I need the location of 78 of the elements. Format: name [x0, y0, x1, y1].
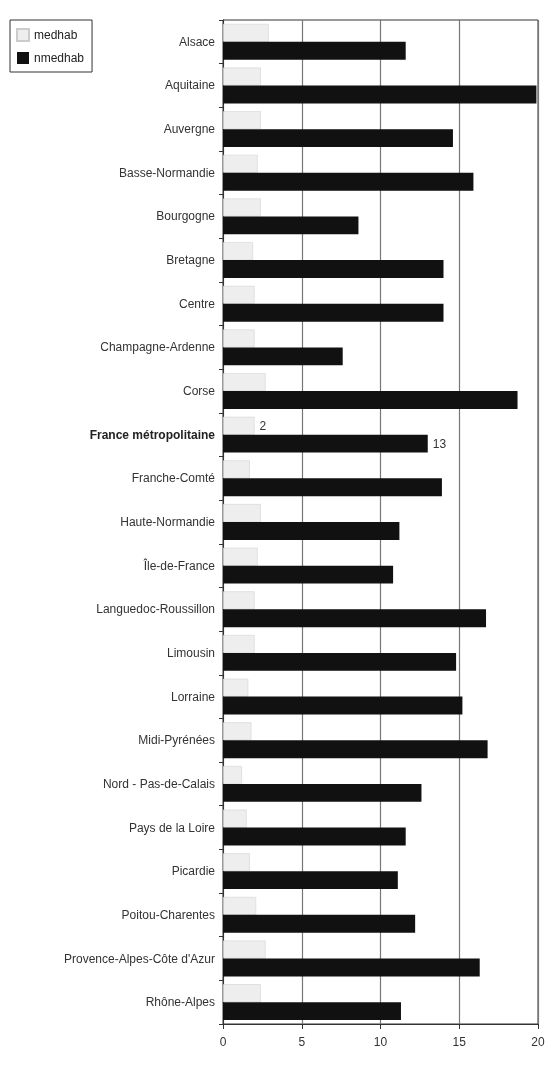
- x-tick-label: 15: [452, 1035, 467, 1049]
- legend-label: nmedhab: [34, 51, 85, 65]
- y-tick-label: Basse-Normandie: [118, 165, 216, 180]
- legend-label: medhab: [34, 28, 78, 42]
- bar: [223, 416, 255, 435]
- bar: [223, 522, 400, 540]
- bar: [223, 896, 257, 915]
- bar: [223, 303, 444, 322]
- bar: [223, 565, 394, 584]
- bar: [223, 434, 428, 453]
- y-tick-label: Bourgogne: [156, 209, 216, 224]
- bar: [223, 591, 255, 610]
- y-tick-label: Centre: [178, 296, 216, 311]
- bar: [223, 111, 261, 130]
- bar: [223, 652, 457, 671]
- x-tick-label: 10: [373, 1035, 388, 1049]
- y-tick-label: Aquitaine: [164, 78, 216, 93]
- bar: [223, 609, 487, 628]
- y-tick-label: Pays de la Loire: [128, 820, 216, 835]
- bar: [223, 285, 255, 304]
- bar: [223, 809, 247, 828]
- bar: [223, 871, 398, 890]
- y-tick-label: Alsace: [178, 34, 216, 49]
- bar: [223, 154, 258, 173]
- bar: [223, 460, 250, 479]
- bar: [223, 347, 343, 366]
- bar: [223, 129, 453, 148]
- y-tick-label: Limousin: [166, 645, 215, 660]
- bar: [223, 85, 537, 104]
- bar: [223, 783, 422, 802]
- y-tick-label: Corse: [182, 384, 216, 399]
- y-tick-label: Lorraine: [170, 689, 216, 704]
- bar: [223, 23, 269, 42]
- bar: [223, 984, 261, 1003]
- y-tick-label: Haute-Normandie: [120, 515, 216, 529]
- x-tick-label: 20: [531, 1035, 545, 1049]
- bar: [223, 478, 442, 497]
- data-label: 2: [259, 418, 267, 433]
- bar: [223, 260, 444, 278]
- bar: [223, 696, 463, 715]
- bar: [223, 678, 249, 697]
- bar: [223, 198, 261, 217]
- bar: [223, 547, 258, 566]
- bar: [223, 635, 255, 653]
- bar: [223, 914, 416, 933]
- y-tick-label: Provence-Alpes-Côte d'Azur: [63, 951, 215, 966]
- bar: [223, 391, 518, 409]
- bar: [223, 329, 255, 348]
- bar: [223, 216, 359, 235]
- y-tick-label: Bretagne: [166, 253, 216, 268]
- bar: [223, 722, 252, 741]
- y-tick-label: Picardie: [171, 864, 216, 879]
- bar: [223, 1002, 401, 1021]
- bar: [223, 67, 261, 86]
- bar: [223, 827, 406, 846]
- bar: [223, 740, 488, 759]
- y-tick-label: Auvergne: [163, 122, 216, 137]
- x-tick-label: 0: [219, 1035, 227, 1049]
- y-tick-label: Champagne-Ardenne: [100, 340, 216, 355]
- bar: [223, 41, 406, 60]
- bar: [223, 766, 242, 784]
- bar: [223, 242, 253, 261]
- data-label: 13: [432, 436, 447, 451]
- y-tick-label: Poitou-Charentes: [121, 907, 215, 922]
- bar: [223, 504, 261, 522]
- y-tick-label: Rhône-Alpes: [145, 995, 215, 1010]
- bar: [223, 853, 250, 872]
- y-tick-label: Nord - Pas-de-Calais: [102, 776, 215, 791]
- bar: [223, 373, 266, 392]
- y-tick-label: France métropolitaine: [89, 427, 216, 442]
- x-tick-label: 5: [298, 1035, 306, 1049]
- bar: [223, 958, 480, 977]
- bar: [223, 172, 474, 191]
- y-tick-label: Languedoc-Roussillon: [96, 602, 215, 617]
- y-tick-label: Franche-Comté: [131, 471, 216, 486]
- bar: [223, 940, 266, 959]
- y-tick-label: Midi-Pyrénées: [138, 733, 215, 748]
- y-tick-label: Île-de-France: [142, 557, 216, 573]
